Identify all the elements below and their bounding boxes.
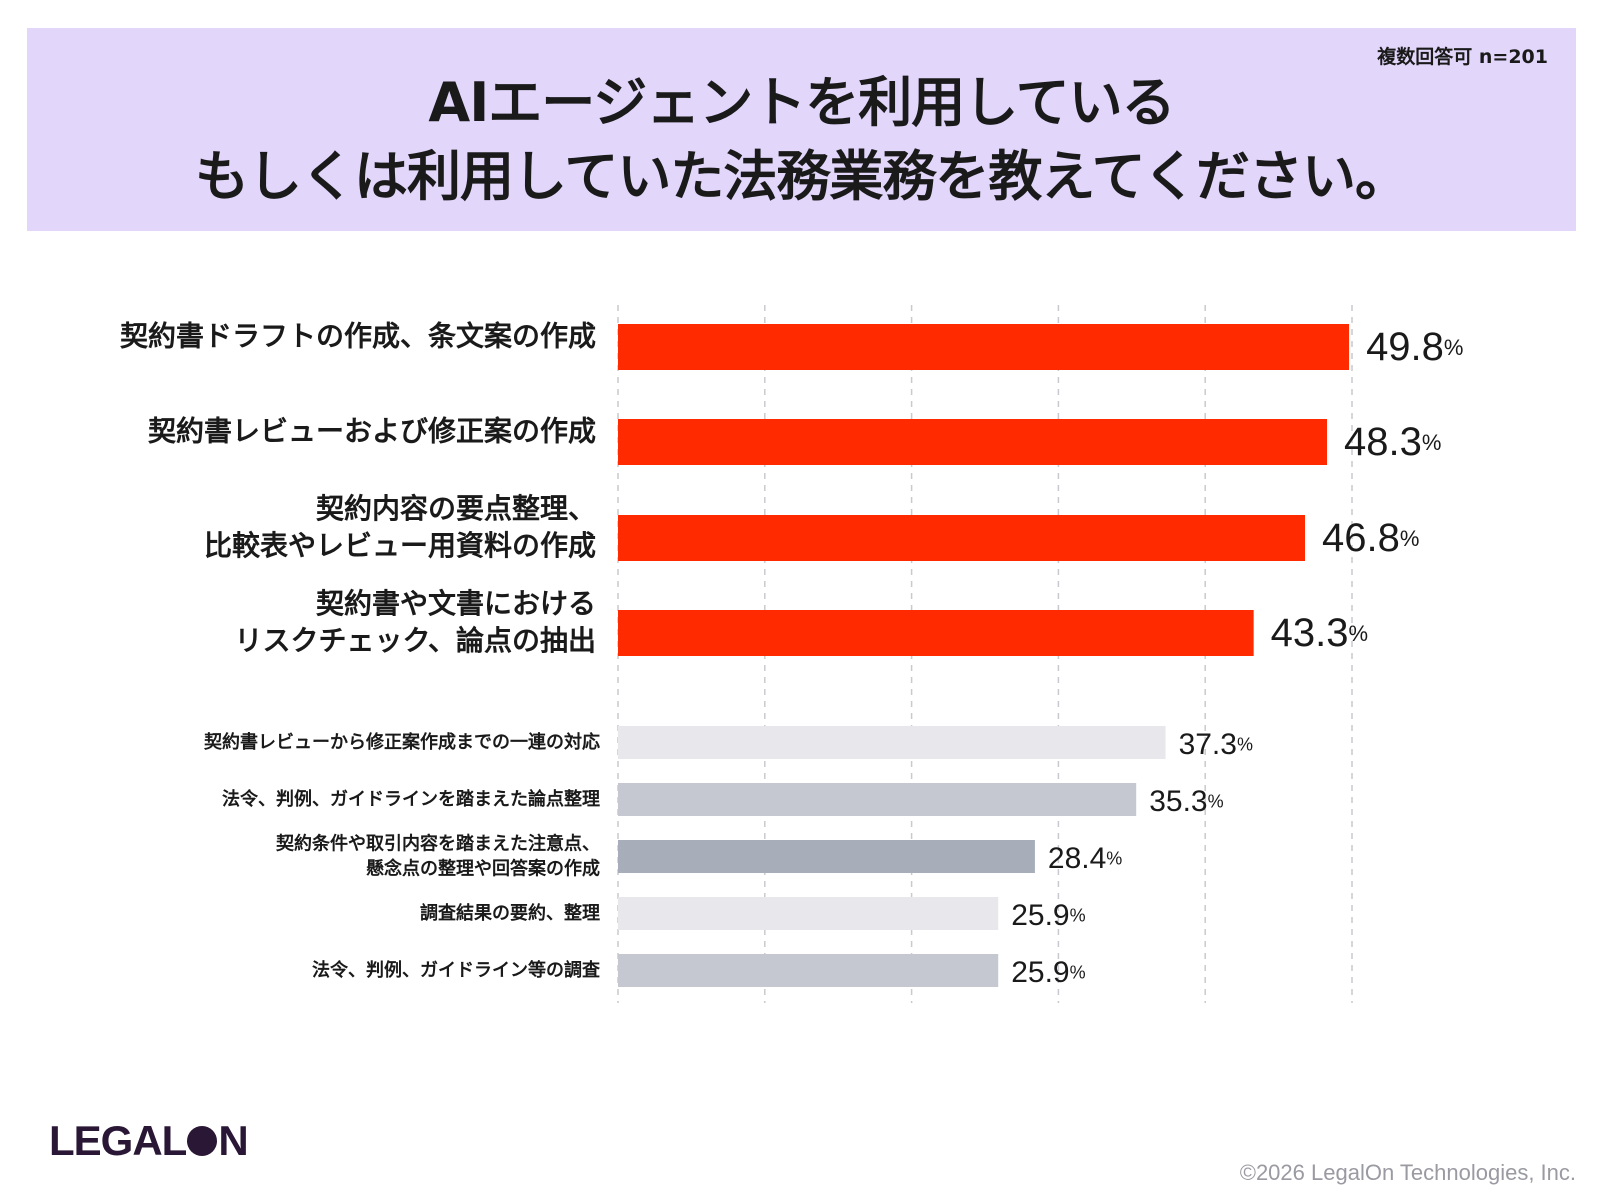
value-label: 49.8% <box>1366 325 1463 369</box>
bar-chart: 契約書ドラフトの作成、条文案の作成 49.8% 契約書レビューおよび修正案の作成 48… <box>120 305 1463 1003</box>
value-unit: % <box>1422 430 1442 455</box>
category-label: 懸念点の整理や回答案の作成 <box>366 858 600 880</box>
value-unit: % <box>1237 735 1253 755</box>
category-label: 契約書レビューから修正案作成までの一連の対応 <box>203 731 600 753</box>
legalon-logo: LEGAL N <box>49 1117 249 1164</box>
value-label: 35.3% <box>1149 785 1223 818</box>
category-label: 法令、判例、ガイドラインを踏まえた論点整理 <box>222 788 600 810</box>
value-label: 48.3% <box>1344 420 1441 464</box>
category-label: 契約内容の要点整理、 <box>316 492 596 525</box>
bar <box>618 515 1306 561</box>
value-label: 37.3% <box>1179 728 1253 761</box>
header-banner: 複数回答可 n=201 AIエージェントを利用している もしくは利用していた法務… <box>27 28 1576 231</box>
value-unit: % <box>1106 849 1122 869</box>
category-label: 契約書や文書における <box>316 587 596 620</box>
bar <box>618 954 999 987</box>
value-label: 28.4% <box>1048 842 1122 875</box>
chart-title-line-2: もしくは利用していた法務業務を教えてください。 <box>194 145 1409 208</box>
bar <box>618 726 1166 759</box>
value-unit: % <box>1070 963 1086 983</box>
value-label: 25.9% <box>1011 956 1085 989</box>
bar <box>618 324 1350 370</box>
copyright: ©2026 LegalOn Technologies, Inc. <box>1239 1160 1576 1185</box>
category-label: 調査結果の要約、整理 <box>420 902 600 924</box>
value-unit: % <box>1400 526 1420 551</box>
value-label: 46.8% <box>1322 516 1419 560</box>
value-label: 25.9% <box>1011 899 1085 932</box>
bar <box>618 419 1328 465</box>
bar <box>618 840 1035 873</box>
bar <box>618 610 1254 656</box>
value-unit: % <box>1349 621 1369 646</box>
category-label: 比較表やレビュー用資料の作成 <box>204 529 596 562</box>
bar <box>618 783 1137 816</box>
value-unit: % <box>1208 792 1224 812</box>
chart-title-line-1: AIエージェントを利用している <box>428 71 1175 134</box>
category-label: 法令、判例、ガイドライン等の調査 <box>312 959 600 981</box>
category-label: 契約書ドラフトの作成、条文案の作成 <box>120 320 596 353</box>
value-unit: % <box>1444 335 1464 360</box>
value-unit: % <box>1070 906 1086 926</box>
category-label: リスクチェック、論点の抽出 <box>235 624 596 657</box>
bar <box>618 897 999 930</box>
sample-note: 複数回答可 n=201 <box>1377 46 1548 68</box>
value-label: 43.3% <box>1271 611 1368 655</box>
category-label: 契約条件や取引内容を踏まえた注意点、 <box>275 833 600 855</box>
logo-o-mark <box>187 1125 218 1156</box>
chart-title: AIエージェントを利用している もしくは利用していた法務業務を教えてください。 <box>27 66 1576 214</box>
category-label: 契約書レビューおよび修正案の作成 <box>148 415 596 448</box>
